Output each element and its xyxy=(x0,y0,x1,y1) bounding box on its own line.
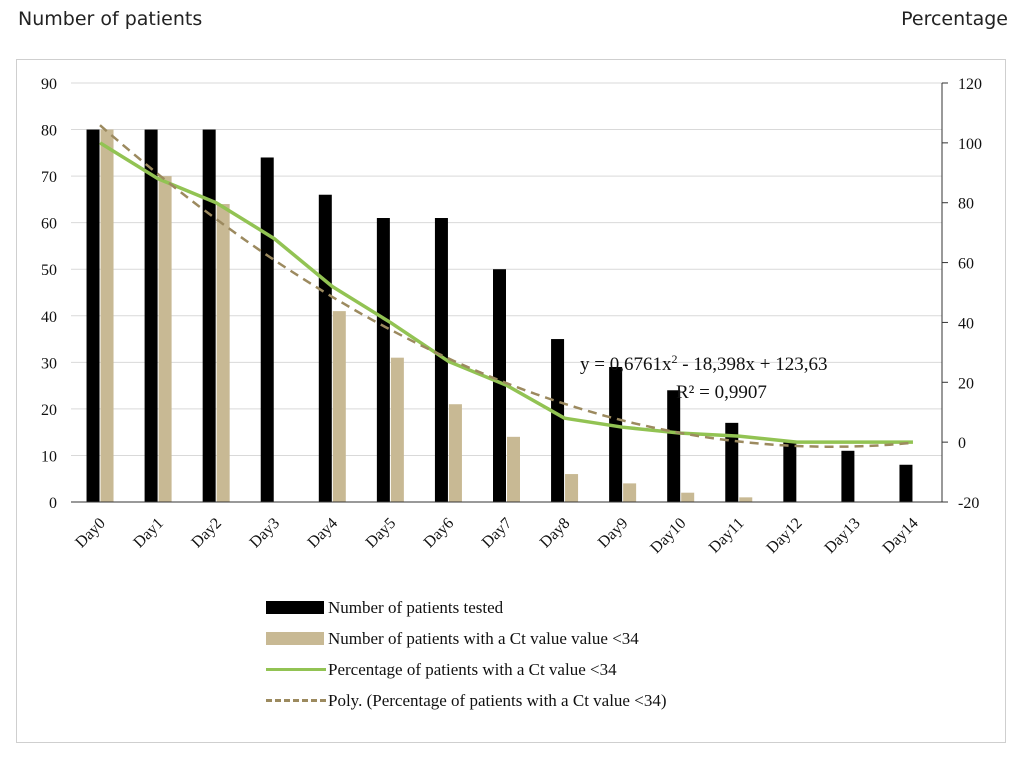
left-tick-label: 80 xyxy=(41,123,57,140)
right-tick-label: 120 xyxy=(958,76,982,93)
bar-patients-tested xyxy=(86,129,100,503)
bar-patients-tested xyxy=(376,218,390,502)
legend: Number of patients tested Number of pati… xyxy=(266,592,666,716)
legend-item-tested: Number of patients tested xyxy=(266,592,666,623)
legend-label: Poly. (Percentage of patients with a Ct … xyxy=(328,690,667,710)
legend-item-percentage: Percentage of patients with a Ct value <… xyxy=(266,654,666,685)
left-tick-label: 20 xyxy=(41,402,57,419)
bar-patients-ct-below-34 xyxy=(216,204,230,503)
bar-patients-ct-below-34 xyxy=(507,436,520,502)
bar-patients-tested xyxy=(202,129,216,503)
bar-patients-tested xyxy=(667,390,681,502)
bar-patients-ct-below-34 xyxy=(332,311,346,502)
right-tick-label: 80 xyxy=(958,196,974,213)
percentage-line xyxy=(99,141,913,444)
bar-patients-tested xyxy=(841,450,855,502)
trendline-equation: y = 0,6761x2 - 18,398x + 123,63 xyxy=(580,352,828,375)
category-label: Day0 xyxy=(72,515,109,552)
category-label: Day13 xyxy=(822,515,864,557)
category-label: Day14 xyxy=(880,515,922,557)
right-tick-label: 20 xyxy=(958,375,974,392)
legend-label: Number of patients tested xyxy=(328,597,504,617)
bar-patients-tested xyxy=(899,464,913,502)
legend-swatch-poly xyxy=(266,699,326,702)
legend-label: Percentage of patients with a Ct value <… xyxy=(328,659,617,679)
bar-patients-tested xyxy=(493,269,506,502)
right-tick-label: 40 xyxy=(958,315,974,332)
category-label: Day10 xyxy=(647,515,689,557)
legend-label: Number of patients with a Ct value value… xyxy=(328,628,639,648)
left-tick-label: 60 xyxy=(41,216,57,233)
right-tick-label: 0 xyxy=(958,435,966,452)
left-tick-label: 70 xyxy=(41,169,57,186)
left-tick-label: 40 xyxy=(41,309,57,326)
bar-patients-ct-below-34 xyxy=(390,357,404,502)
left-tick-label: 30 xyxy=(41,355,57,372)
legend-item-ct-count: Number of patients with a Ct value value… xyxy=(266,623,666,654)
left-tick-label: 10 xyxy=(41,448,57,465)
poly-trendline xyxy=(99,124,914,448)
bar-patients-ct-below-34 xyxy=(100,129,114,503)
bar-patients-tested xyxy=(144,129,158,503)
bar-patients-ct-below-34 xyxy=(158,176,172,502)
chart-frame xyxy=(16,59,1006,743)
legend-swatch-percentage xyxy=(266,668,326,671)
trendline-r2: R² = 0,9907 xyxy=(676,382,767,403)
bar-patients-tested xyxy=(783,441,797,502)
right-tick-label: -20 xyxy=(958,495,979,512)
bar-patients-ct-below-34 xyxy=(739,497,753,502)
bar-patients-ct-below-34 xyxy=(623,483,637,502)
category-label: Day11 xyxy=(706,515,748,557)
bar-patients-ct-below-34 xyxy=(565,474,579,502)
category-label: Day9 xyxy=(595,515,632,552)
category-label: Day8 xyxy=(537,515,574,552)
right-axis-title: Percentage xyxy=(901,8,1008,30)
bar-patients-tested xyxy=(725,422,739,502)
category-label: Day6 xyxy=(421,515,458,552)
category-label: Day1 xyxy=(130,515,167,552)
category-label: Day7 xyxy=(479,515,516,552)
bar-patients-tested xyxy=(260,157,274,502)
left-tick-label: 0 xyxy=(49,495,57,512)
bar-patients-tested xyxy=(434,218,448,502)
right-tick-label: 60 xyxy=(958,256,974,273)
bar-patients-tested xyxy=(609,366,623,502)
bar-patients-tested xyxy=(551,339,565,502)
bar-patients-tested xyxy=(318,194,332,502)
legend-item-poly: Poly. (Percentage of patients with a Ct … xyxy=(266,685,666,716)
category-label: Day4 xyxy=(305,515,342,552)
category-label: Day3 xyxy=(247,515,284,552)
left-tick-label: 90 xyxy=(41,76,57,93)
legend-swatch-tested xyxy=(266,601,324,614)
left-tick-label: 50 xyxy=(41,262,57,279)
category-label: Day12 xyxy=(763,515,805,557)
right-tick-label: 100 xyxy=(958,136,982,153)
category-label: Day2 xyxy=(188,515,225,552)
category-label: Day5 xyxy=(363,515,400,552)
legend-swatch-ct-count xyxy=(266,632,324,645)
bar-patients-ct-below-34 xyxy=(681,492,695,502)
left-axis-title: Number of patients xyxy=(18,8,203,30)
bar-patients-ct-below-34 xyxy=(448,404,462,502)
